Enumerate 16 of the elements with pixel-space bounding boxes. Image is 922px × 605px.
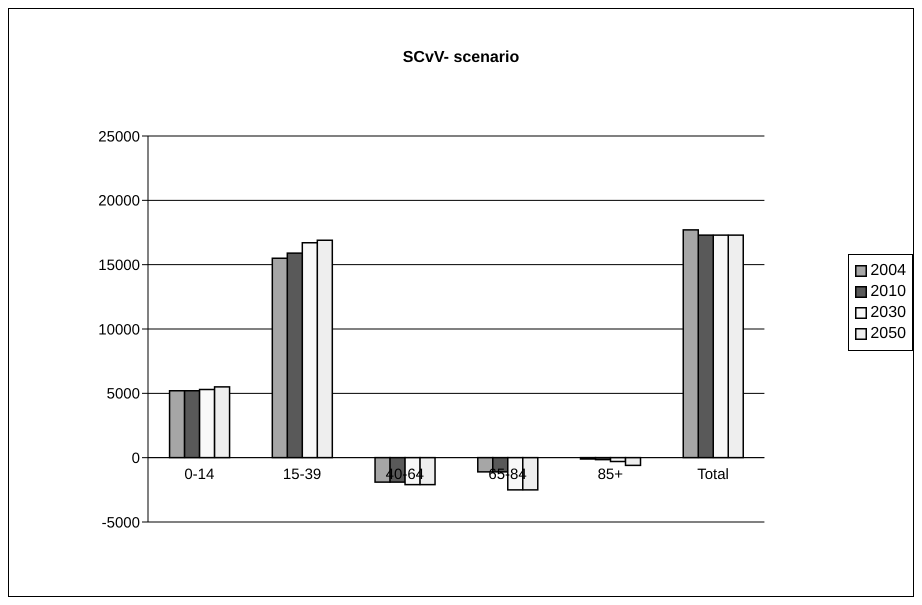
x-tick-label: 85+ xyxy=(598,466,624,484)
x-tick-label: 0-14 xyxy=(184,466,214,484)
legend-label: 2004 xyxy=(870,262,906,280)
y-tick-label: -5000 xyxy=(102,514,140,532)
x-tick-label: Total xyxy=(697,466,729,484)
legend-label: 2030 xyxy=(870,304,906,322)
y-tick-label: 5000 xyxy=(106,386,140,403)
x-tick-label: 15-39 xyxy=(282,466,322,484)
y-tick-label: 25000 xyxy=(98,128,140,146)
y-tick-label: 10000 xyxy=(98,321,140,338)
legend-label: 2010 xyxy=(870,283,906,301)
y-tick-label: 20000 xyxy=(98,192,140,210)
y-tick-label: 15000 xyxy=(98,256,140,274)
legend-label: 2050 xyxy=(870,325,906,343)
chart-title: SCvV- scenario xyxy=(402,49,520,67)
y-tick-label: 0 xyxy=(132,450,140,467)
